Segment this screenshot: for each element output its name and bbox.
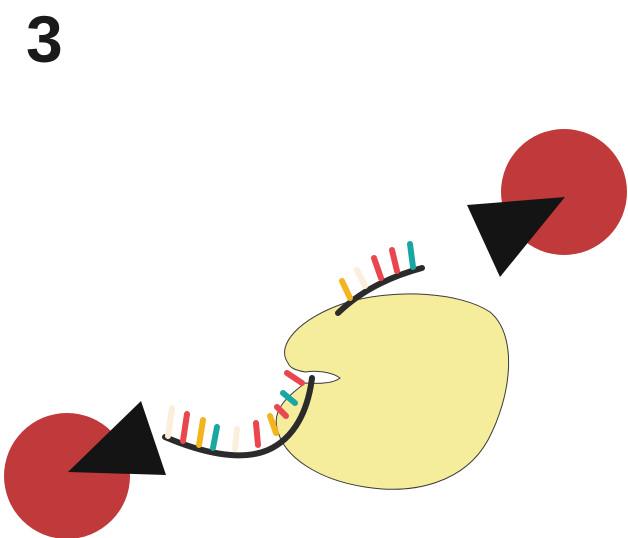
base-cream [354,267,368,289]
base-teal [407,241,416,270]
lower-strand [162,370,315,459]
base-red [180,411,190,444]
upper-strand-bases [339,241,416,301]
base-cream [165,405,175,439]
base-cream [232,426,240,452]
lower-strand-backbone [162,375,315,459]
base-teal [210,424,220,451]
lower-strand-bases [165,370,305,452]
base-yellow [339,278,353,301]
upper-strand [335,241,425,316]
enzyme-blob [275,293,510,490]
base-red [253,420,261,448]
arrow-lower-left [68,401,166,475]
base-teal [280,390,298,406]
arrow-upper-right [467,197,565,277]
upper-strand-backbone [335,265,425,316]
base-yellow [196,417,206,448]
base-red [274,404,289,419]
base-red [284,370,305,386]
base-red [371,255,384,281]
base-yellow [267,413,279,436]
base-red [389,247,400,274]
step-number: 3 [26,2,63,76]
